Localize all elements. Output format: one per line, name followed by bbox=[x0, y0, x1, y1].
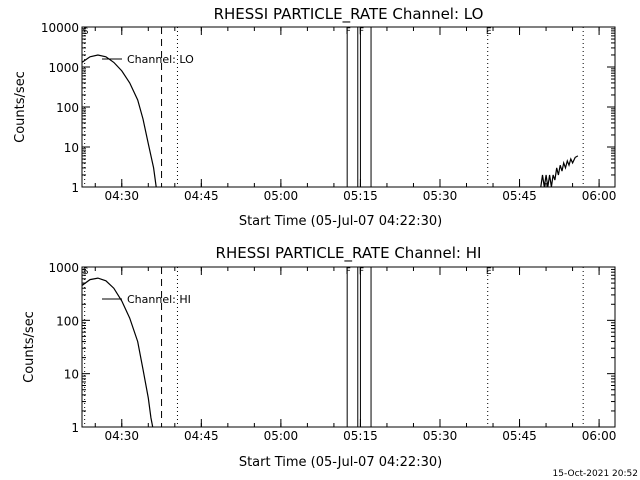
event-marker-label: F bbox=[346, 267, 351, 277]
event-marker-label: F bbox=[359, 267, 364, 277]
y-tick-label: 1000 bbox=[48, 61, 79, 75]
x-tick-label: 05:00 bbox=[264, 189, 299, 203]
x-axis-label: Start Time (05-Jul-07 04:22:30) bbox=[239, 455, 442, 470]
x-axis-label: Start Time (05-Jul-07 04:22:30) bbox=[239, 214, 442, 229]
x-tick-label: 05:30 bbox=[423, 189, 458, 203]
y-tick-label: 10 bbox=[64, 141, 79, 155]
chart-panel-lo: RHESSI PARTICLE_RATE Channel: LO 04:30 04:… bbox=[13, 5, 616, 229]
x-tick-label: 05:00 bbox=[264, 429, 299, 443]
x-tick-label: 06:00 bbox=[582, 429, 617, 443]
y-tick-label: 1 bbox=[71, 421, 79, 435]
series-line bbox=[81, 54, 157, 188]
legend-label: Channel: HI bbox=[127, 293, 191, 306]
x-tick-label: 04:30 bbox=[104, 189, 139, 203]
x-tick-label: 05:45 bbox=[502, 189, 537, 203]
y-tick-label: 100 bbox=[56, 314, 79, 328]
event-marker-label: S bbox=[83, 267, 89, 277]
y-tick-label: 10 bbox=[64, 368, 79, 382]
chart-title: RHESSI PARTICLE_RATE Channel: HI bbox=[216, 244, 482, 263]
legend-label: Channel: LO bbox=[127, 53, 194, 66]
y-tick-label: 1000 bbox=[48, 261, 79, 275]
footer-timestamp: 15-Oct-2021 20:52 bbox=[553, 469, 638, 479]
plot-frame bbox=[81, 266, 616, 428]
x-tick-label: 05:15 bbox=[343, 429, 378, 443]
x-tick-label: 04:30 bbox=[104, 429, 139, 443]
x-tick-label: 04:45 bbox=[184, 189, 219, 203]
series-line bbox=[81, 277, 154, 428]
series-line bbox=[540, 155, 579, 188]
y-tick-label: 100 bbox=[56, 101, 79, 115]
chart-panel-hi: RHESSI PARTICLE_RATE Channel: HI 04:30 04:… bbox=[22, 244, 616, 470]
y-axis-label: Counts/sec bbox=[13, 71, 28, 143]
y-tick-label: 1 bbox=[71, 181, 79, 195]
x-tick-label: 05:45 bbox=[502, 429, 537, 443]
event-marker-label: F bbox=[359, 27, 364, 37]
x-tick-label: 05:15 bbox=[343, 189, 378, 203]
chart-title: RHESSI PARTICLE_RATE Channel: LO bbox=[214, 5, 484, 24]
x-tick-label: 04:45 bbox=[184, 429, 219, 443]
x-tick-label: 06:00 bbox=[582, 189, 617, 203]
event-marker-label: E bbox=[486, 267, 492, 277]
event-marker-label: E bbox=[486, 27, 492, 37]
event-marker-label: F bbox=[346, 27, 351, 37]
y-axis-label: Counts/sec bbox=[22, 311, 37, 383]
x-tick-label: 05:30 bbox=[423, 429, 458, 443]
y-tick-label: 10000 bbox=[41, 21, 79, 35]
event-marker-label: S bbox=[83, 27, 89, 37]
